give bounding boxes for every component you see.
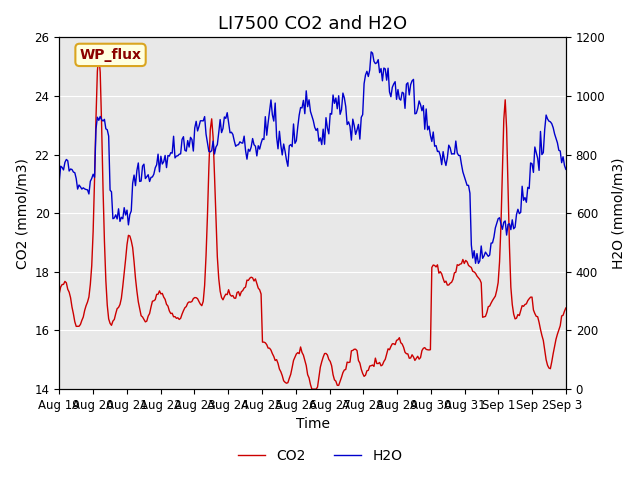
Line: H2O: H2O	[60, 52, 600, 264]
CO2	[91, 176, 99, 182]
H2O	[442, 163, 450, 168]
H2O	[74, 186, 81, 192]
H2O	[333, 106, 341, 112]
Text: WP_flux: WP_flux	[79, 48, 141, 62]
Y-axis label: H2O (mmol/m3): H2O (mmol/m3)	[611, 157, 625, 269]
CO2	[336, 378, 344, 384]
Y-axis label: CO2 (mmol/m3): CO2 (mmol/m3)	[15, 158, 29, 269]
Line: CO2: CO2	[60, 56, 600, 389]
CO2	[596, 313, 604, 319]
CO2	[595, 315, 602, 321]
Title: LI7500 CO2 and H2O: LI7500 CO2 and H2O	[218, 15, 407, 33]
H2O	[56, 178, 63, 184]
CO2	[524, 298, 532, 303]
CO2	[74, 324, 81, 329]
H2O	[524, 184, 532, 190]
CO2	[56, 291, 63, 297]
H2O	[595, 239, 602, 244]
Legend: CO2, H2O: CO2, H2O	[232, 443, 408, 468]
CO2	[95, 53, 102, 59]
H2O	[91, 174, 99, 180]
H2O	[367, 49, 375, 55]
H2O	[596, 240, 604, 245]
CO2	[444, 282, 451, 288]
X-axis label: Time: Time	[296, 418, 330, 432]
H2O	[474, 261, 482, 266]
CO2	[308, 386, 316, 392]
